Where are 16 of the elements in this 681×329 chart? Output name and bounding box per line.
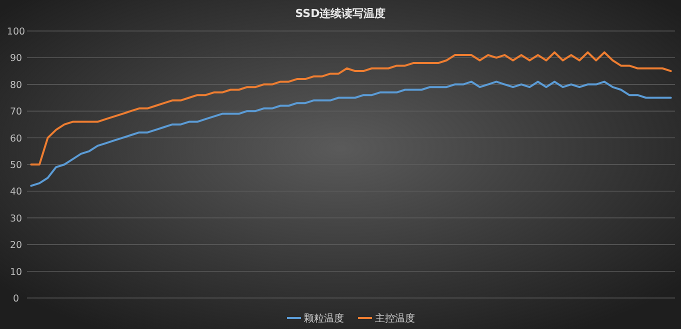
y-tick-label: 0 (12, 294, 20, 304)
y-tick-label: 100 (6, 26, 26, 38)
line-series (30, 51, 672, 166)
y-tick-label: 60 (10, 133, 22, 144)
line-series (30, 80, 672, 187)
chart-title: SSD连续读写温度 (295, 7, 386, 20)
legend-label: 主控温度 (375, 312, 415, 324)
y-tick-label: 70 (10, 106, 22, 118)
y-tick-label: 30 (10, 213, 22, 224)
y-tick-label: 20 (10, 240, 22, 252)
y-tick-label: 90 (10, 53, 22, 64)
y-tick-label: 80 (10, 80, 22, 91)
y-tick-label: 50 (10, 160, 22, 171)
y-tick-label: 40 (10, 186, 22, 198)
y-tick-label: 10 (10, 266, 22, 278)
legend-label: 颗粒温度 (304, 312, 344, 324)
